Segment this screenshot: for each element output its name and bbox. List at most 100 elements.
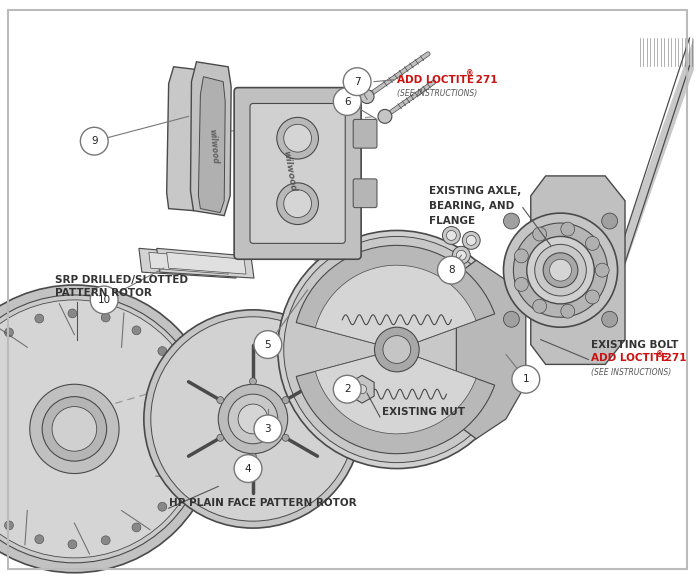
Circle shape xyxy=(533,299,547,313)
Circle shape xyxy=(254,415,282,443)
Ellipse shape xyxy=(228,394,278,444)
Ellipse shape xyxy=(4,521,13,530)
Text: 10: 10 xyxy=(97,295,111,305)
Ellipse shape xyxy=(102,536,110,545)
Ellipse shape xyxy=(378,109,392,123)
Circle shape xyxy=(438,256,466,284)
Ellipse shape xyxy=(42,397,106,461)
Text: ®: ® xyxy=(656,350,664,360)
Ellipse shape xyxy=(447,230,456,240)
Text: wilwood: wilwood xyxy=(281,149,298,192)
Ellipse shape xyxy=(217,397,224,404)
Wedge shape xyxy=(316,350,476,434)
Ellipse shape xyxy=(187,445,196,453)
Wedge shape xyxy=(296,245,495,350)
Ellipse shape xyxy=(102,313,110,322)
Ellipse shape xyxy=(68,309,77,318)
Polygon shape xyxy=(149,252,228,274)
Circle shape xyxy=(602,213,617,229)
Text: 7: 7 xyxy=(354,76,360,87)
Circle shape xyxy=(343,68,371,96)
FancyBboxPatch shape xyxy=(234,87,361,259)
Polygon shape xyxy=(198,76,225,212)
Circle shape xyxy=(333,375,361,403)
Ellipse shape xyxy=(187,404,196,413)
Circle shape xyxy=(503,312,519,327)
Ellipse shape xyxy=(0,300,204,558)
Text: SRP DRILLED/SLOTTED: SRP DRILLED/SLOTTED xyxy=(55,275,188,285)
Text: FLANGE: FLANGE xyxy=(428,215,475,225)
Ellipse shape xyxy=(284,124,312,152)
Text: PATTERN ROTOR: PATTERN ROTOR xyxy=(55,288,151,298)
Text: 4: 4 xyxy=(245,464,251,474)
Circle shape xyxy=(585,236,599,250)
Circle shape xyxy=(512,365,540,393)
Text: (SEE INSTRUCTIONS): (SEE INSTRUCTIONS) xyxy=(592,368,671,378)
Ellipse shape xyxy=(0,285,218,573)
Ellipse shape xyxy=(0,295,209,563)
Text: 9: 9 xyxy=(91,136,97,146)
Text: EXISTING AXLE,: EXISTING AXLE, xyxy=(428,186,521,196)
Ellipse shape xyxy=(158,502,167,511)
Ellipse shape xyxy=(466,236,476,245)
Ellipse shape xyxy=(456,250,466,260)
Ellipse shape xyxy=(132,326,141,335)
Text: ADD LOCTITE: ADD LOCTITE xyxy=(397,75,474,85)
Ellipse shape xyxy=(68,540,77,549)
Ellipse shape xyxy=(30,384,119,474)
Circle shape xyxy=(90,286,118,314)
Circle shape xyxy=(254,331,282,358)
Ellipse shape xyxy=(383,336,411,364)
Polygon shape xyxy=(157,248,254,278)
Ellipse shape xyxy=(276,183,318,225)
Text: 3: 3 xyxy=(265,424,271,434)
Ellipse shape xyxy=(284,236,510,463)
Ellipse shape xyxy=(284,190,312,218)
Ellipse shape xyxy=(217,434,224,441)
Ellipse shape xyxy=(150,317,355,521)
Ellipse shape xyxy=(374,327,419,372)
Circle shape xyxy=(602,312,617,327)
Polygon shape xyxy=(139,248,236,278)
Circle shape xyxy=(595,263,609,277)
Ellipse shape xyxy=(158,347,167,356)
Ellipse shape xyxy=(535,244,587,296)
Text: 1: 1 xyxy=(522,374,529,384)
Text: 271: 271 xyxy=(661,353,686,364)
Ellipse shape xyxy=(177,373,186,382)
Text: 8: 8 xyxy=(448,265,455,275)
Circle shape xyxy=(585,290,599,304)
Ellipse shape xyxy=(462,232,480,250)
Text: 6: 6 xyxy=(344,97,351,107)
Text: 5: 5 xyxy=(265,339,271,350)
Text: EXISTING NUT: EXISTING NUT xyxy=(382,407,465,417)
Circle shape xyxy=(514,277,528,291)
Ellipse shape xyxy=(452,246,470,264)
Ellipse shape xyxy=(282,397,289,404)
FancyBboxPatch shape xyxy=(354,179,377,208)
Circle shape xyxy=(533,227,547,241)
Ellipse shape xyxy=(543,253,578,288)
Ellipse shape xyxy=(527,236,594,304)
Text: 271: 271 xyxy=(473,75,498,85)
Ellipse shape xyxy=(276,118,318,159)
Polygon shape xyxy=(190,62,231,215)
Ellipse shape xyxy=(35,314,44,323)
Text: 2: 2 xyxy=(344,384,351,394)
Ellipse shape xyxy=(278,230,516,468)
Ellipse shape xyxy=(177,475,186,484)
Circle shape xyxy=(514,249,528,263)
Circle shape xyxy=(333,87,361,115)
Ellipse shape xyxy=(550,259,571,281)
Text: HP PLAIN FACE PATTERN ROTOR: HP PLAIN FACE PATTERN ROTOR xyxy=(169,499,356,508)
Ellipse shape xyxy=(358,384,367,394)
Text: wilwood: wilwood xyxy=(207,128,219,164)
Circle shape xyxy=(80,127,108,155)
FancyBboxPatch shape xyxy=(354,119,377,148)
Text: ADD LOCTITE: ADD LOCTITE xyxy=(592,353,668,364)
Ellipse shape xyxy=(282,434,289,441)
Text: BEARING, AND: BEARING, AND xyxy=(428,201,514,211)
Polygon shape xyxy=(618,38,694,284)
Polygon shape xyxy=(350,375,374,403)
Ellipse shape xyxy=(360,90,374,104)
